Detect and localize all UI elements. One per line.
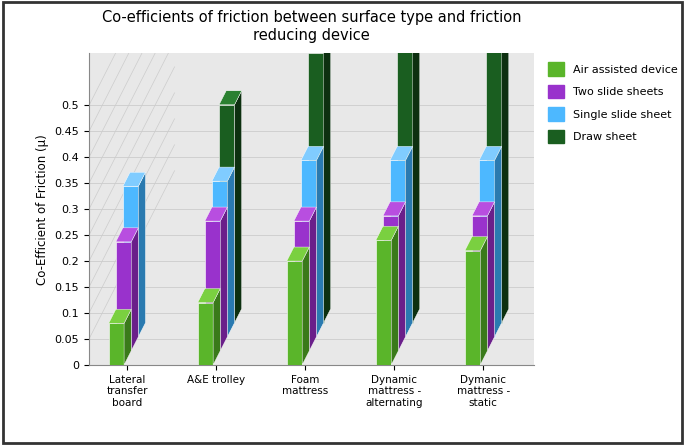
Polygon shape: [219, 91, 242, 105]
Polygon shape: [124, 309, 132, 365]
Polygon shape: [397, 28, 420, 42]
Polygon shape: [486, 23, 509, 37]
FancyBboxPatch shape: [479, 160, 495, 337]
FancyBboxPatch shape: [212, 181, 227, 337]
Polygon shape: [132, 228, 138, 351]
Polygon shape: [316, 146, 323, 337]
Legend: Air assisted device, Two slide sheets, Single slide sheet, Draw sheet: Air assisted device, Two slide sheets, S…: [545, 59, 682, 146]
Polygon shape: [495, 146, 501, 337]
FancyBboxPatch shape: [219, 105, 234, 323]
Polygon shape: [138, 172, 145, 337]
Polygon shape: [287, 247, 310, 261]
Polygon shape: [116, 228, 138, 242]
Y-axis label: Co-Efficient of Friction (μ): Co-Efficient of Friction (μ): [36, 134, 49, 284]
FancyBboxPatch shape: [294, 221, 310, 351]
FancyBboxPatch shape: [123, 186, 138, 337]
Polygon shape: [302, 247, 310, 365]
Polygon shape: [465, 237, 488, 251]
Polygon shape: [310, 207, 316, 351]
FancyBboxPatch shape: [486, 37, 501, 323]
FancyBboxPatch shape: [109, 324, 124, 365]
Polygon shape: [301, 146, 323, 160]
Polygon shape: [234, 91, 242, 323]
Polygon shape: [406, 146, 412, 337]
Title: Co-efficients of friction between surface type and friction
reducing device: Co-efficients of friction between surfac…: [102, 10, 521, 43]
FancyBboxPatch shape: [308, 53, 323, 323]
FancyBboxPatch shape: [472, 216, 488, 351]
Polygon shape: [383, 202, 406, 216]
Polygon shape: [323, 39, 331, 323]
Polygon shape: [472, 202, 495, 216]
Polygon shape: [212, 167, 234, 181]
Polygon shape: [294, 207, 316, 221]
FancyBboxPatch shape: [301, 160, 316, 337]
Polygon shape: [227, 167, 234, 337]
FancyBboxPatch shape: [205, 221, 221, 351]
FancyBboxPatch shape: [116, 242, 132, 351]
Polygon shape: [399, 202, 406, 351]
Polygon shape: [488, 202, 495, 351]
Polygon shape: [501, 23, 509, 323]
FancyBboxPatch shape: [287, 261, 302, 365]
Polygon shape: [213, 288, 221, 365]
Polygon shape: [479, 146, 501, 160]
FancyBboxPatch shape: [376, 240, 391, 365]
Polygon shape: [391, 226, 399, 365]
Polygon shape: [205, 207, 227, 221]
Polygon shape: [198, 288, 221, 303]
Polygon shape: [412, 28, 420, 323]
Polygon shape: [221, 207, 227, 351]
Polygon shape: [308, 39, 331, 53]
FancyBboxPatch shape: [397, 42, 412, 323]
FancyBboxPatch shape: [465, 251, 480, 365]
FancyBboxPatch shape: [383, 216, 399, 351]
Polygon shape: [123, 172, 145, 186]
Polygon shape: [390, 146, 412, 160]
FancyBboxPatch shape: [198, 303, 213, 365]
Polygon shape: [109, 309, 132, 324]
Polygon shape: [480, 237, 488, 365]
Polygon shape: [376, 226, 399, 240]
FancyBboxPatch shape: [390, 160, 406, 337]
